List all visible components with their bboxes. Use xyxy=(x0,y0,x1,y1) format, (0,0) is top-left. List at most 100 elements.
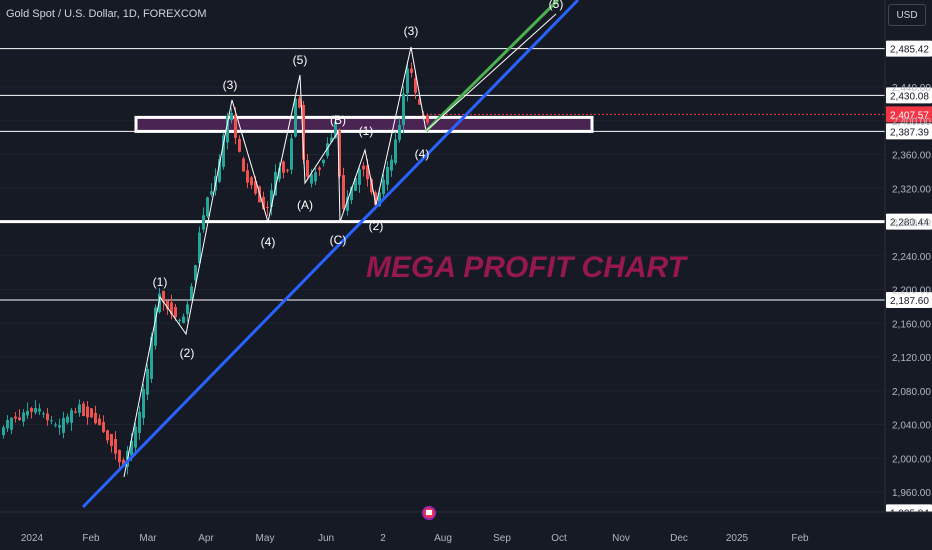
candle-body xyxy=(190,286,193,300)
candle-body xyxy=(290,138,293,170)
watermark-text: MEGA PROFIT CHART xyxy=(366,251,689,284)
candle-body xyxy=(374,192,377,206)
candle-body xyxy=(2,427,5,436)
candle-body xyxy=(198,232,201,264)
candle-body xyxy=(66,416,69,423)
price-tick-label: 2,120.00 xyxy=(892,353,931,364)
price-tick-label: 2,160.00 xyxy=(892,319,931,330)
projection-line xyxy=(425,13,557,132)
candle-body xyxy=(170,302,173,315)
price-level-label: 2,430.08 xyxy=(890,91,929,102)
candle-body xyxy=(94,412,97,424)
time-tick-label: Aug xyxy=(434,533,452,544)
candle-body xyxy=(230,113,233,121)
candle-body xyxy=(390,159,393,171)
candle-body xyxy=(318,167,321,170)
candlesticks xyxy=(2,61,429,475)
time-tick-label: May xyxy=(256,533,275,544)
wave-label: (2) xyxy=(180,346,195,360)
candle-body xyxy=(306,160,309,177)
candle-body xyxy=(142,389,145,419)
candle-body xyxy=(414,78,417,93)
current-price-label: 2,407.57 xyxy=(890,110,929,121)
candle-body xyxy=(222,135,225,167)
candle-body xyxy=(426,115,429,123)
candle-body xyxy=(74,411,77,413)
price-tick-label: 2,000.00 xyxy=(892,454,931,465)
price-levels: 2,485.42 2,430.08 2,387.39 2,280.44 2,187.60… xyxy=(0,40,932,521)
wave-label: (B) xyxy=(330,113,346,127)
candle-body xyxy=(178,319,181,321)
time-tick-label: Feb xyxy=(82,533,100,544)
time-tick-label: Apr xyxy=(198,533,214,544)
candle-body xyxy=(310,174,313,184)
candle-body xyxy=(250,177,253,186)
price-tick-label: 2,320.00 xyxy=(892,184,931,195)
event-flag-icon[interactable] xyxy=(422,506,436,520)
candle-body xyxy=(118,450,121,463)
candle-body xyxy=(18,417,21,420)
price-tick-label: 2,400.00 xyxy=(892,117,931,128)
candle-body xyxy=(26,410,29,416)
time-tick-label: 2025 xyxy=(726,533,749,544)
candle-body xyxy=(210,191,213,195)
price-tick-label: 1,960.00 xyxy=(892,488,931,499)
time-tick-label: Feb xyxy=(791,533,809,544)
candle-body xyxy=(346,196,349,211)
candle-body xyxy=(134,426,137,448)
candle-body xyxy=(358,169,361,185)
candle-body xyxy=(326,143,329,156)
candle-body xyxy=(162,290,165,303)
candle-body xyxy=(10,417,13,430)
candle-body xyxy=(338,130,341,177)
candle-body xyxy=(398,125,401,140)
currency-button[interactable]: USD xyxy=(888,4,926,26)
candle-body xyxy=(350,186,353,201)
candle-body xyxy=(238,138,241,152)
candle-body xyxy=(354,178,357,191)
candle-body xyxy=(206,197,209,217)
candle-body xyxy=(102,422,105,432)
candle-body xyxy=(6,420,9,429)
wave-label: (C) xyxy=(330,233,347,247)
candle-body xyxy=(138,411,141,433)
time-axis-bg xyxy=(0,512,932,550)
candle-body xyxy=(46,413,49,421)
candle-body xyxy=(174,306,177,318)
candle-body xyxy=(50,420,53,422)
time-tick-label: Jun xyxy=(318,533,334,544)
candle-body xyxy=(234,114,237,138)
candle-body xyxy=(370,179,373,193)
candle-body xyxy=(294,98,297,137)
price-level-label: 2,280.44 xyxy=(890,218,929,229)
candle-body xyxy=(226,115,229,143)
candle-body xyxy=(298,98,301,108)
price-level-tag xyxy=(886,291,932,308)
candle-body xyxy=(270,190,273,207)
grid xyxy=(0,86,885,493)
wave-label: (4) xyxy=(261,235,276,249)
candle-body xyxy=(334,121,337,139)
candle-body xyxy=(402,93,405,126)
candle-body xyxy=(282,161,285,173)
price-level-tag xyxy=(886,213,932,230)
price-level-label: 2,485.42 xyxy=(890,45,929,56)
wave-labels: (1) (2) (3) (4) (5) (A) (B) (C) (1) (2) (3) (4) (5) xyxy=(153,0,564,360)
wave-label: (1) xyxy=(153,275,168,289)
price-tick-label: 2,080.00 xyxy=(892,387,931,398)
candle-body xyxy=(86,406,89,418)
candle-body xyxy=(146,368,149,395)
projection-line xyxy=(424,0,560,133)
price-tick-label: 2,040.00 xyxy=(892,421,931,432)
candle-body xyxy=(382,179,385,195)
candle-body xyxy=(34,408,37,413)
price-axis: 1,960.00 2,000.00 2,040.00 2,080.00 2,120.00… xyxy=(884,0,931,512)
candle-body xyxy=(342,175,345,210)
price-tick-label: 2,280.00 xyxy=(892,218,931,229)
price-tick-label: 2,240.00 xyxy=(892,252,931,263)
candle-body xyxy=(262,196,265,210)
candle-body xyxy=(130,440,133,456)
candle-body xyxy=(58,425,61,428)
